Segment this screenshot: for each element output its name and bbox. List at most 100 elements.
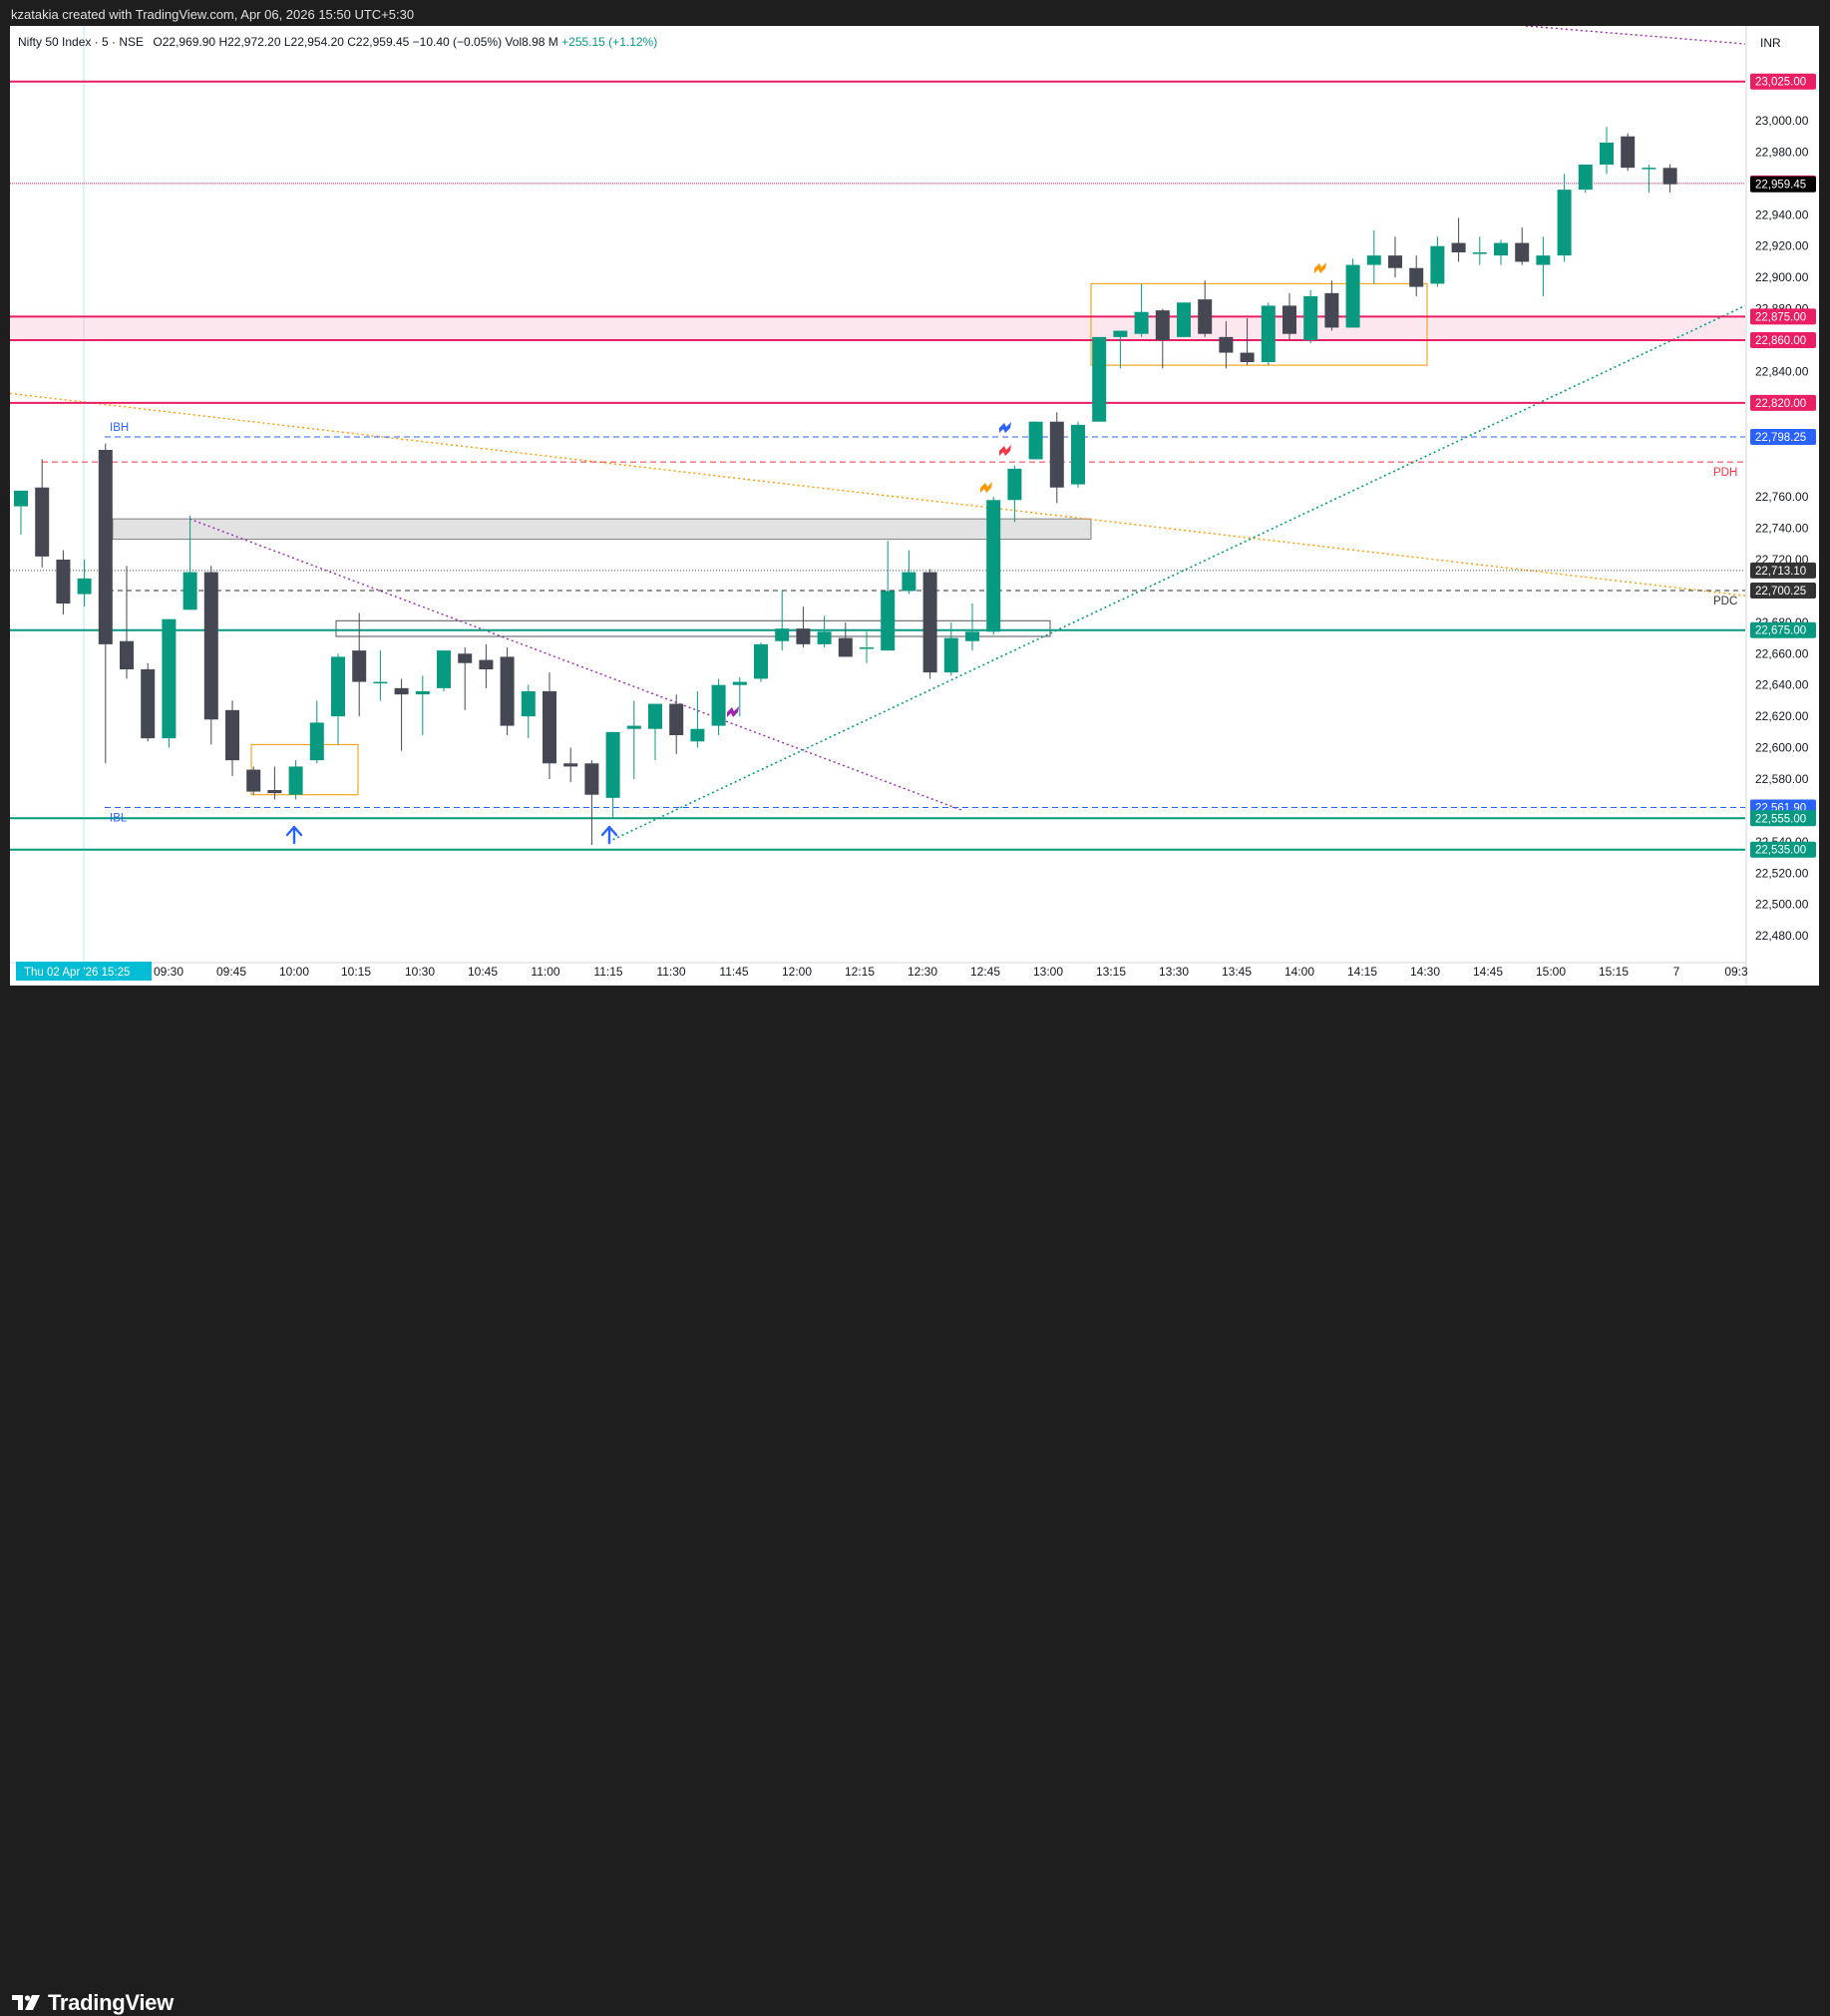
candle-body	[1600, 143, 1614, 165]
price-level-label: 22,782.30	[1749, 453, 1817, 471]
attribution-text: kzatakia created with TradingView.com, A…	[11, 7, 415, 22]
svg-text:22,713.10: 22,713.10	[1755, 566, 1806, 578]
y-tick-label: 22,760.00	[1755, 490, 1809, 504]
candle	[584, 760, 599, 845]
candle	[56, 550, 71, 614]
candle-body	[1071, 424, 1085, 485]
candle	[373, 650, 388, 701]
x-tick-label: 12:45	[970, 965, 1000, 979]
candle	[1662, 164, 1677, 193]
x-tick-label: 10:00	[279, 965, 309, 979]
y-tick-label: 22,640.00	[1755, 678, 1809, 692]
candle-body	[1557, 190, 1572, 256]
svg-text:Thu 02 Apr '26 15:25: Thu 02 Apr '26 15:25	[24, 967, 130, 979]
candle	[986, 497, 1001, 635]
x-tick-label: 13:15	[1096, 965, 1126, 979]
candle	[860, 631, 874, 663]
candle	[500, 647, 515, 735]
x-tick-label: 12:30	[908, 965, 937, 979]
price-level-label: 22,675.00	[1750, 621, 1816, 638]
price-level-label: 22,555.00	[1750, 810, 1816, 827]
chart-pane[interactable]	[10, 26, 1819, 986]
candle-body	[881, 591, 896, 651]
signal-flag-icon	[1314, 262, 1326, 273]
trendline-purple	[188, 518, 963, 812]
candle-body	[605, 731, 620, 798]
candle-body	[1345, 264, 1360, 328]
candle	[437, 650, 451, 691]
candle	[1324, 280, 1339, 331]
x-tick-label: 13:30	[1159, 965, 1189, 979]
y-tick-label: 22,900.00	[1755, 270, 1809, 284]
candle-body	[965, 631, 979, 641]
candle-body	[1451, 242, 1466, 252]
candle	[732, 676, 747, 717]
candle-body	[288, 766, 303, 795]
x-tick-label: 09:30	[154, 965, 183, 979]
supply-zone	[10, 316, 1745, 340]
candle	[458, 647, 473, 710]
currency-label: INR	[1760, 36, 1781, 50]
candle-body	[1049, 421, 1064, 488]
candle-body	[415, 691, 430, 695]
candle-body	[1007, 468, 1022, 501]
candle	[626, 700, 641, 779]
svg-text:22,535.00: 22,535.00	[1755, 845, 1806, 857]
candle	[246, 766, 261, 795]
candle-body	[584, 763, 599, 795]
tradingview-brand: TradingView	[48, 1990, 174, 2015]
x-tick-label: 15:00	[1536, 965, 1566, 979]
candle-body	[35, 487, 50, 557]
x-tick-label: 13:45	[1222, 965, 1252, 979]
candle	[1198, 280, 1213, 337]
candle-body	[14, 490, 28, 507]
candle-body	[352, 650, 367, 682]
price-level-label: 23,025.00	[1750, 73, 1816, 90]
candle	[965, 604, 979, 651]
signal-flag-icon	[980, 482, 992, 493]
candle	[1134, 283, 1149, 337]
candle-body	[711, 684, 726, 726]
legend-volume: Vol8.98 M	[505, 35, 558, 49]
price-level-label: 22,959.45	[1750, 176, 1816, 193]
candle	[352, 612, 367, 717]
price-level-label: 22,713.10	[1750, 562, 1816, 579]
candle	[1345, 258, 1360, 328]
x-tick-label: 09:3	[1724, 965, 1748, 979]
candle	[267, 766, 282, 800]
candle-body	[1366, 255, 1381, 265]
signal-flag-icon	[999, 445, 1011, 456]
candle-body	[1113, 330, 1128, 337]
candle-body	[1662, 168, 1677, 185]
candle-body	[183, 572, 197, 610]
candle	[838, 621, 853, 657]
candle	[1451, 217, 1466, 262]
candle	[1303, 289, 1318, 344]
trendline-green	[607, 304, 1745, 843]
up-arrow-icon	[285, 825, 303, 845]
y-tick-label: 22,580.00	[1755, 772, 1809, 786]
candle-body	[775, 628, 790, 641]
price-chart[interactable]: IBH PDH PDC IBL INR 23,000.00 22,980.00 22,940.…	[0, 0, 1830, 1045]
candle-body	[225, 709, 239, 761]
orange-box-high	[1090, 282, 1428, 366]
candle	[1536, 236, 1551, 296]
candle	[1409, 255, 1424, 296]
candle-body	[1092, 336, 1107, 422]
candle-body	[543, 691, 556, 764]
candle	[1557, 174, 1572, 262]
candle-body	[1282, 305, 1296, 334]
legend-symbol[interactable]: Nifty 50 Index · 5 · NSE	[18, 35, 145, 49]
tradingview-logo[interactable]: TradingView	[12, 1990, 174, 2016]
level-tag: IBH	[110, 422, 129, 434]
svg-text:22,860.00: 22,860.00	[1755, 335, 1806, 347]
candle-body	[732, 681, 747, 685]
candle-body	[860, 647, 874, 649]
candle	[1366, 230, 1381, 284]
candle	[1515, 226, 1530, 265]
candle	[1219, 321, 1234, 369]
candle-body	[1303, 296, 1318, 340]
candle	[479, 643, 494, 688]
candle-body	[120, 640, 134, 669]
price-level-label: 22,798.25	[1750, 429, 1816, 446]
